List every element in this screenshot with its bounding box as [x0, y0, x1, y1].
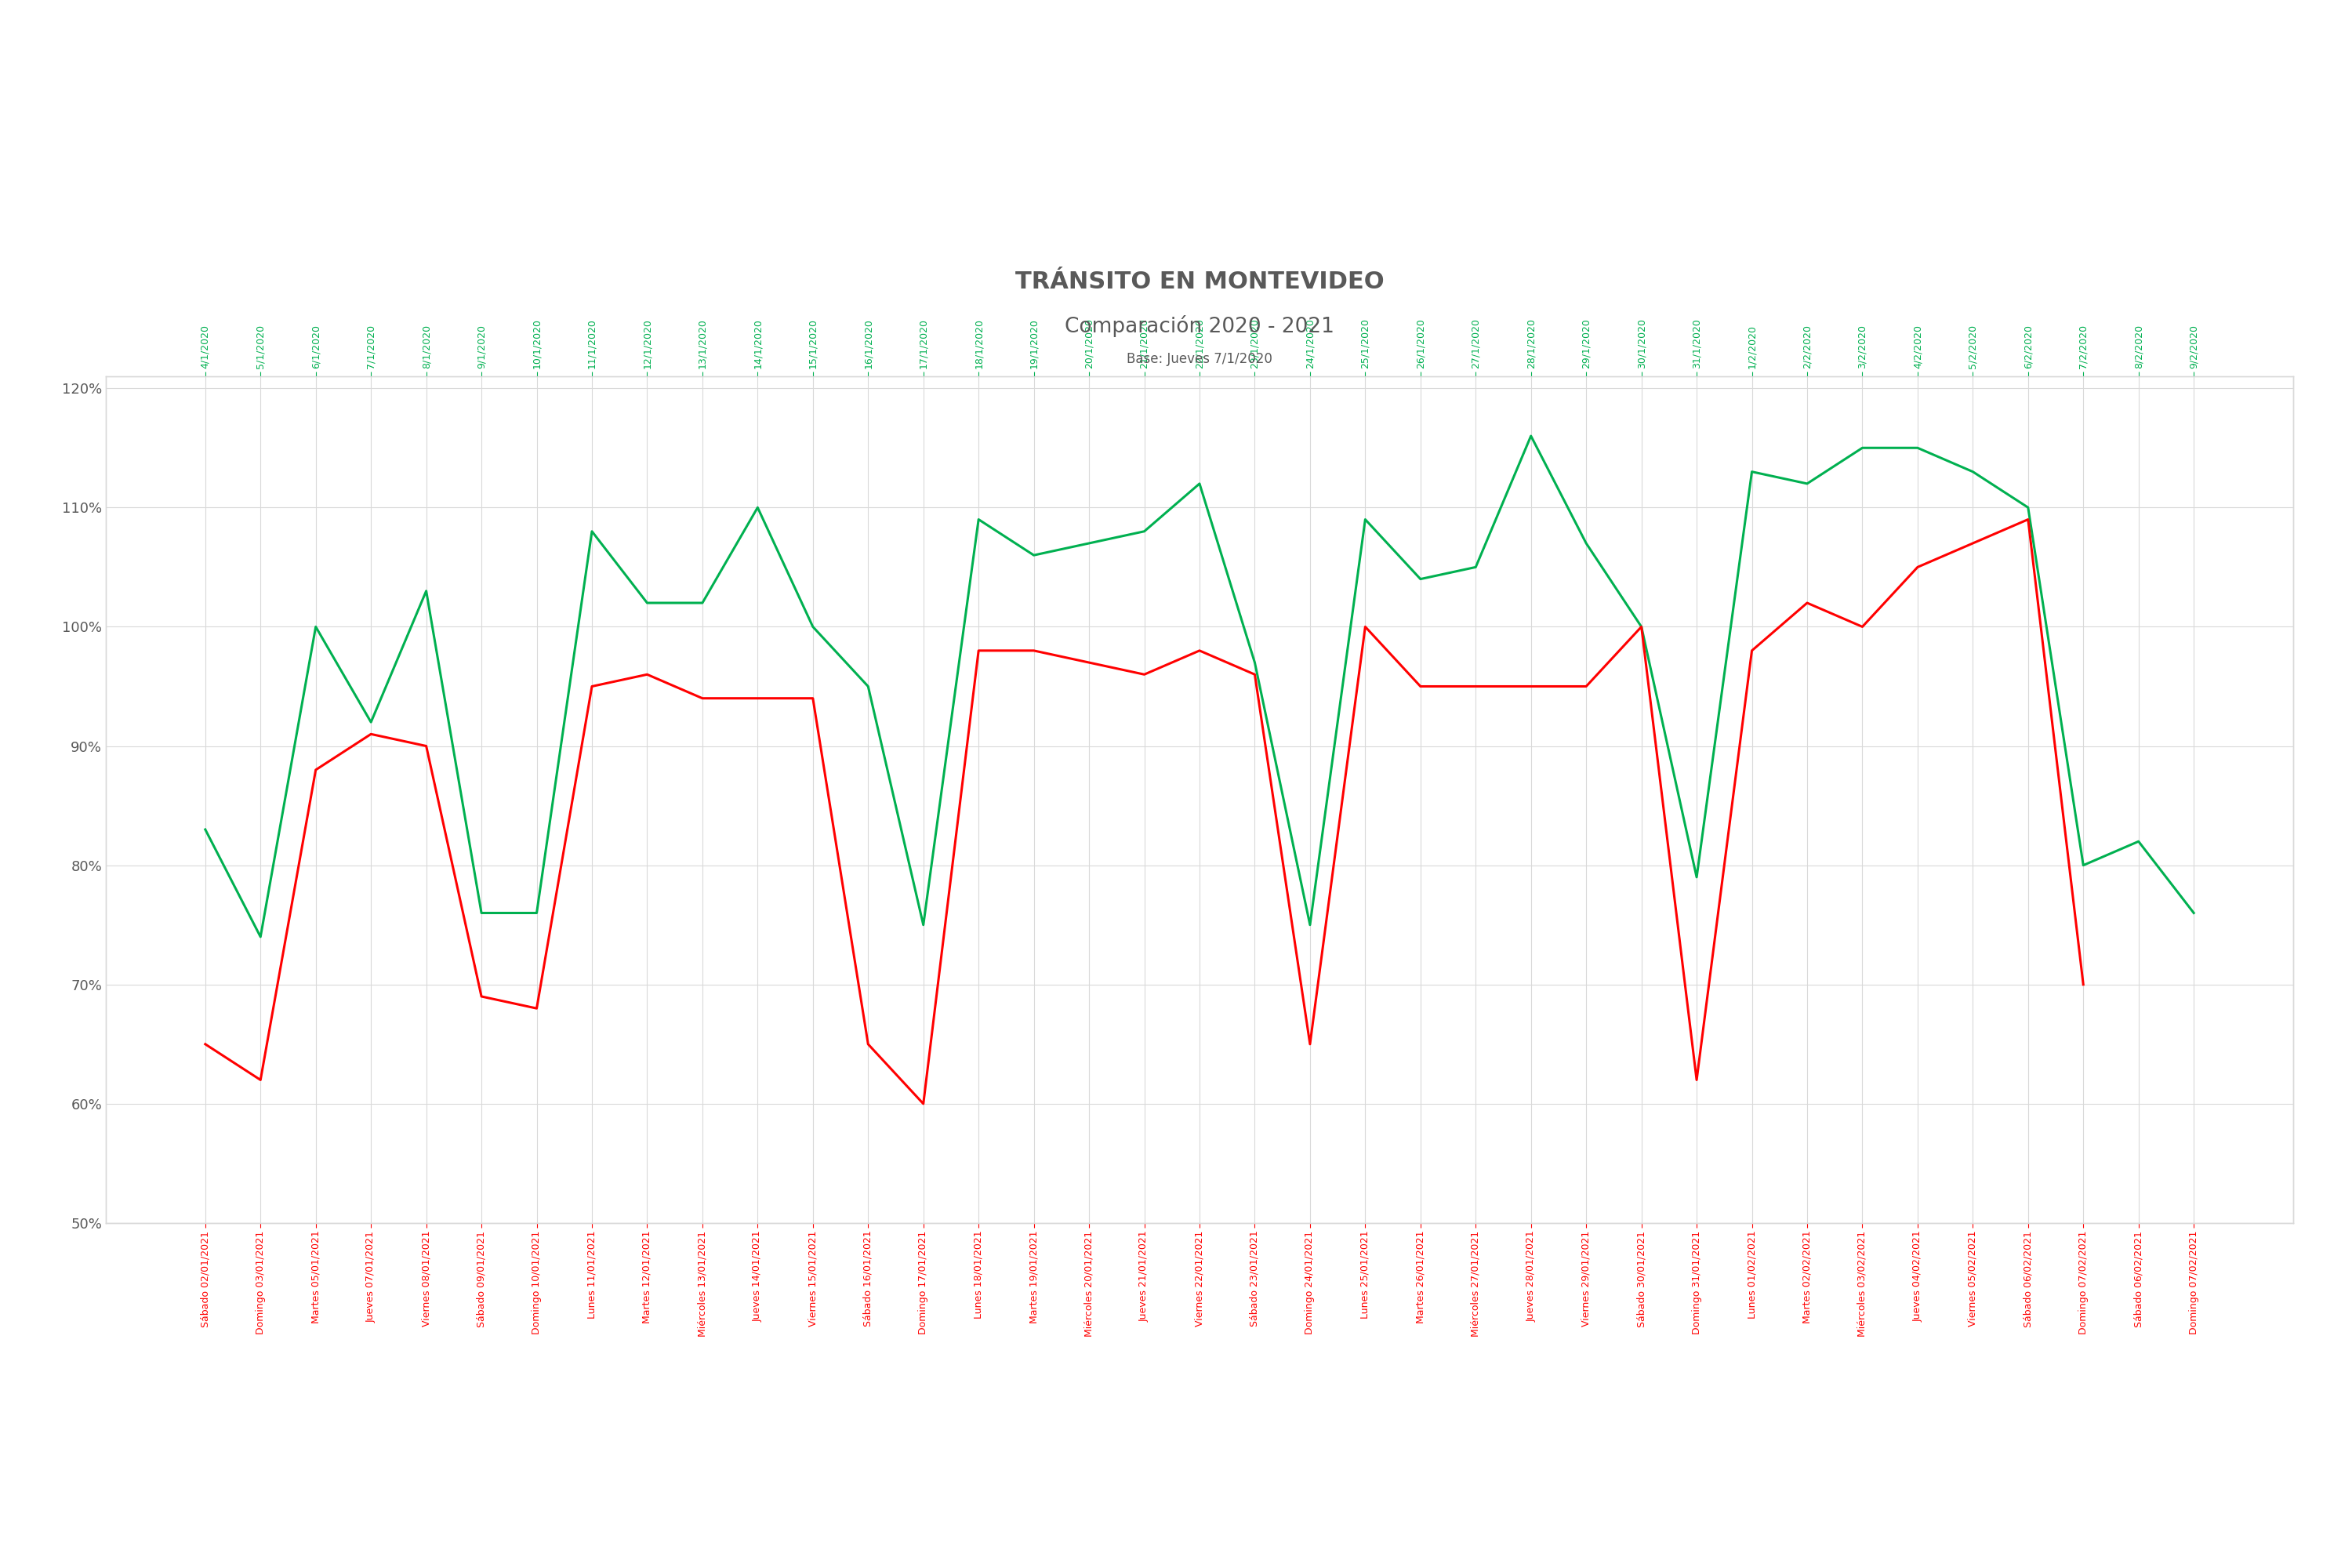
2020 [1959, 463, 1987, 481]
2020 [1849, 439, 1877, 458]
2021 [1131, 665, 1160, 684]
2020 [910, 916, 938, 935]
2020 [1903, 439, 1931, 458]
2020 [1682, 867, 1710, 886]
2021 [1406, 677, 1435, 696]
2020 [854, 677, 882, 696]
2021 [358, 724, 386, 743]
2021 [468, 986, 496, 1005]
2020 [247, 927, 275, 946]
2021 [1738, 641, 1766, 660]
2020 [964, 510, 993, 528]
2021 [854, 1035, 882, 1054]
2021 [800, 688, 828, 707]
Text: TRÁNSITO EN MONTEVIDEO: TRÁNSITO EN MONTEVIDEO [1016, 271, 1383, 293]
2020 [1792, 474, 1820, 492]
2021 [579, 677, 607, 696]
2021 [1959, 533, 1987, 552]
2020 [689, 594, 717, 613]
2021 [1021, 641, 1049, 660]
2021 [2070, 975, 2098, 994]
2020 [1571, 533, 1599, 552]
2020 [1075, 533, 1103, 552]
2021 [964, 641, 993, 660]
Line: 2020: 2020 [205, 436, 2194, 936]
2020 [468, 903, 496, 922]
Line: 2021: 2021 [205, 519, 2084, 1104]
2021 [1849, 618, 1877, 637]
2021 [1517, 677, 1545, 696]
2021 [412, 737, 440, 756]
2021 [910, 1094, 938, 1113]
2021 [191, 1035, 219, 1054]
2021 [1682, 1071, 1710, 1090]
2020 [412, 582, 440, 601]
2021 [1628, 618, 1656, 637]
2020 [1628, 618, 1656, 637]
2020 [2124, 833, 2152, 851]
2020 [800, 618, 828, 637]
2021 [522, 999, 550, 1018]
2020 [1185, 474, 1214, 492]
2021 [1296, 1035, 1324, 1054]
2020 [1406, 569, 1435, 588]
2021 [1350, 618, 1378, 637]
2020 [579, 522, 607, 541]
2020 [1461, 558, 1489, 577]
2020 [2070, 856, 2098, 875]
2021 [1185, 641, 1214, 660]
2021 [1461, 677, 1489, 696]
2021 [247, 1071, 275, 1090]
2021 [633, 665, 661, 684]
2021 [1903, 558, 1931, 577]
2021 [689, 688, 717, 707]
2020 [2180, 903, 2209, 922]
2021 [1240, 665, 1268, 684]
Text: Base: Jueves 7/1/2020: Base: Jueves 7/1/2020 [1127, 353, 1272, 365]
2021 [1571, 677, 1599, 696]
2020 [358, 713, 386, 732]
2020 [1021, 546, 1049, 564]
2021 [1075, 654, 1103, 673]
2020 [301, 618, 329, 637]
2020 [2013, 499, 2042, 517]
2020 [1296, 916, 1324, 935]
Text: Comparación 2020 - 2021: Comparación 2020 - 2021 [1065, 315, 1334, 337]
2021 [743, 688, 771, 707]
2021 [2013, 510, 2042, 528]
2020 [1738, 463, 1766, 481]
2020 [191, 820, 219, 839]
2020 [1517, 426, 1545, 445]
2020 [1131, 522, 1160, 541]
2021 [1792, 594, 1820, 613]
2020 [743, 499, 771, 517]
2020 [633, 594, 661, 613]
2021 [301, 760, 329, 779]
2020 [1350, 510, 1378, 528]
2020 [522, 903, 550, 922]
2020 [1240, 654, 1268, 673]
